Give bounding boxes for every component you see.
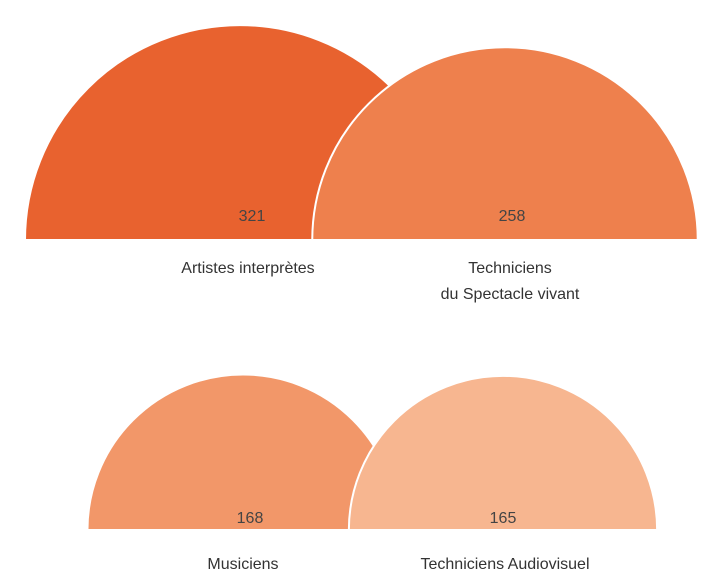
category-label: Techniciens du Spectacle vivant (440, 260, 580, 303)
value-label: 258 (499, 208, 526, 225)
value-label: 321 (239, 208, 266, 225)
semicircle (347, 374, 659, 531)
value-label: 165 (490, 510, 517, 527)
category-label: Musiciens (207, 556, 279, 573)
category-label: Techniciens Audiovisuel (420, 556, 590, 573)
semicircle (311, 46, 699, 241)
category-label: Artistes interprètes (181, 260, 315, 277)
value-label: 168 (237, 510, 264, 527)
